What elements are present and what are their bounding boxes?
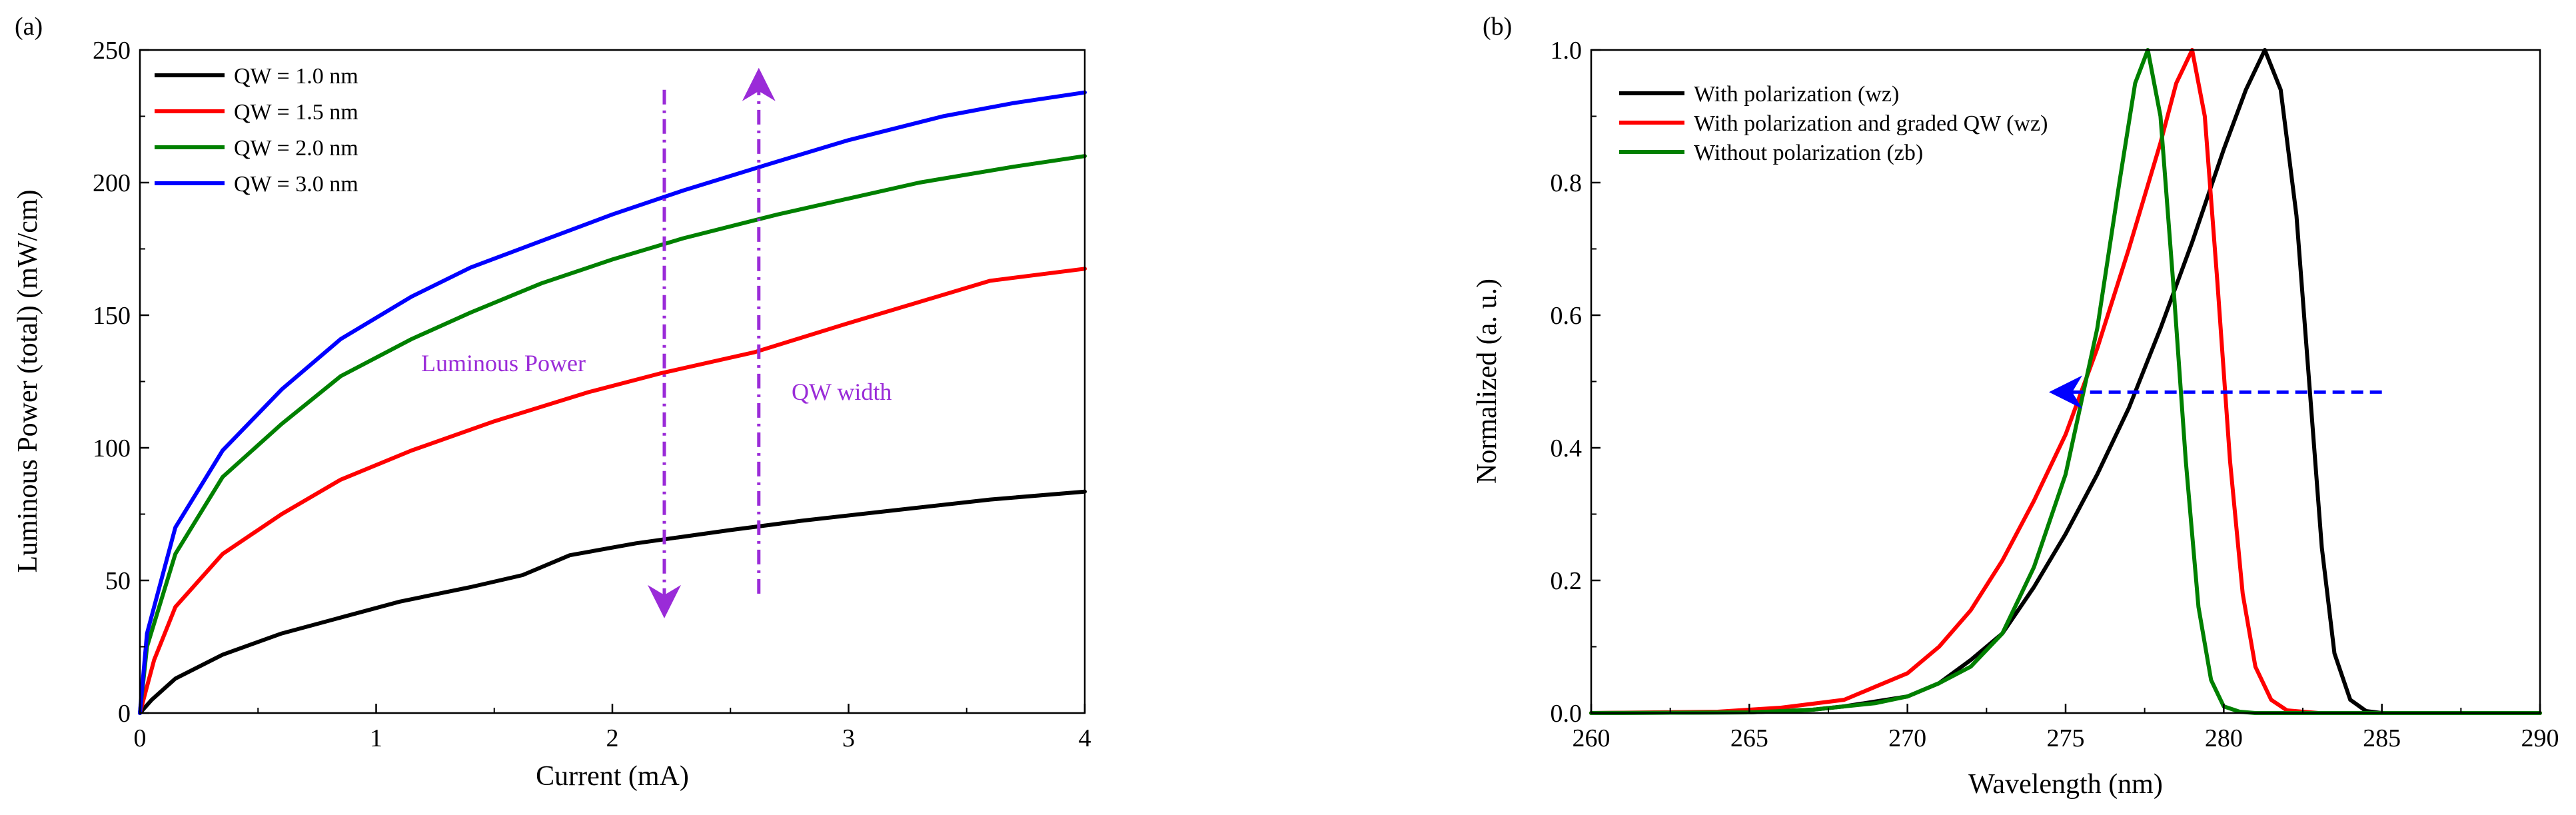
panel-a-y-tick-label: 0	[118, 700, 131, 728]
panel-a-x-axis-title: Current (mA)	[536, 761, 689, 792]
panel-a-x-tick-label: 3	[842, 724, 855, 752]
panel-a-series-3-line	[138, 154, 1087, 715]
panel-b-y-tick-label: 0.6	[1551, 302, 1583, 330]
panel-a-y-axis-title: Luminous Power (total) (mW/cm)	[13, 189, 43, 572]
panel-a-y-tick-label: 50	[105, 567, 131, 595]
panel-b-x-tick-label: 265	[1730, 724, 1768, 752]
panel-a-x-tick-label: 1	[370, 724, 382, 752]
panel-a-y-tick-label: 150	[93, 302, 131, 330]
panel-a-legend-label-4: QW = 3.0 nm	[234, 172, 358, 197]
panel-b-series-2-line	[1589, 48, 2542, 715]
panel-b-legend-label-3: Without polarization (zb)	[1694, 141, 1923, 165]
panel-b-y-tick-label: 0.0	[1551, 700, 1583, 728]
panel-a-x-tick-label: 2	[606, 724, 619, 752]
panel-b-x-tick-label: 270	[1888, 724, 1926, 752]
panel-a-y-tick-label: 200	[93, 169, 131, 197]
panel-b-legend-label-1: With polarization (wz)	[1694, 82, 1899, 107]
panel-a-legend-label-1: QW = 1.0 nm	[234, 64, 358, 89]
panel-a-series-4-line	[138, 90, 1087, 715]
panel-a-series-1-line	[138, 489, 1087, 715]
panel-a-y-tick-label: 100	[93, 434, 131, 462]
panel-b-y-tick-label: 0.2	[1551, 567, 1583, 595]
panel-a-y-tick-label: 250	[93, 37, 131, 65]
panel-a-x-tick-label: 0	[134, 724, 147, 752]
panel-b-x-tick-label: 285	[2363, 724, 2401, 752]
panel-a-chart: (a) 0 1 2 3 4 0 50 100 150 200 250 Current (mA) Lu…	[13, 13, 1091, 792]
panel-a-annotation-qw-width: QW width	[792, 379, 892, 405]
panel-b-y-tick-label: 0.4	[1551, 434, 1583, 462]
panel-b-y-tick-label: 0.8	[1551, 169, 1583, 197]
panel-b-chart: (b) 260 265 270 275 280 285 290 0.0 0.2 0.4 0.6 0.8…	[1472, 13, 2559, 800]
panel-b-x-tick-label: 290	[2521, 724, 2559, 752]
panel-b-x-axis-title: Wavelength (nm)	[1968, 769, 2163, 800]
panel-a-x-tick-label: 4	[1079, 724, 1091, 752]
panel-a-legend-label-2: QW = 1.5 nm	[234, 100, 358, 125]
panel-a-legend-label-3: QW = 2.0 nm	[234, 136, 358, 161]
panel-b-y-axis-title: Normalized (a. u.)	[1472, 279, 1503, 484]
panel-a-label: (a)	[15, 13, 43, 41]
panel-b-legend: With polarization (wz) With polarization …	[1619, 82, 2048, 165]
panel-b-series-3-line	[1589, 48, 2542, 715]
panel-a-legend: QW = 1.0 nm QW = 1.5 nm QW = 2.0 nm QW = 3.…	[155, 64, 358, 197]
panel-b-x-tick-label: 275	[2047, 724, 2085, 752]
panel-b-label: (b)	[1483, 13, 1512, 41]
panel-a-annotation-luminous-power: Luminous Power	[421, 350, 586, 377]
panel-a-series-2-line	[138, 267, 1087, 715]
panel-b-x-tick-label: 260	[1573, 724, 1610, 752]
panel-b-x-tick-label: 280	[2205, 724, 2243, 752]
panel-b-legend-label-2: With polarization and graded QW (wz)	[1694, 111, 2048, 136]
panel-b-y-tick-label: 1.0	[1551, 37, 1583, 65]
